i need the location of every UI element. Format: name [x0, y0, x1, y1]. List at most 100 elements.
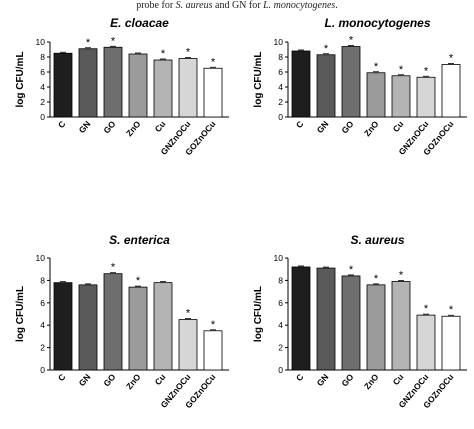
x-tick-label: GO [339, 119, 355, 136]
y-tick-label: 2 [278, 343, 283, 353]
significance-marker: * [374, 273, 379, 285]
y-tick-label: 2 [278, 97, 283, 107]
y-tick-label: 4 [278, 82, 283, 92]
bar [291, 266, 311, 371]
bar [178, 319, 198, 371]
y-tick-label: 8 [40, 52, 45, 62]
bar [53, 52, 73, 118]
x-tick-label: GO [339, 372, 355, 389]
x-tick-label: C [56, 372, 68, 383]
significance-marker: * [111, 35, 116, 47]
bar [341, 46, 361, 118]
x-tick-label: ZnO [124, 372, 143, 392]
x-tick-label: Cu [391, 372, 406, 387]
bar [203, 67, 223, 118]
caption-part: . [335, 0, 338, 11]
caption-organism: S. aureus [175, 0, 213, 11]
y-tick-label: 2 [40, 97, 45, 107]
significance-marker: * [161, 48, 166, 60]
caption-part: and GN for [212, 0, 264, 11]
x-tick-label: C [294, 372, 306, 383]
significance-marker: * [424, 303, 429, 315]
x-tick-label: GO [101, 372, 117, 389]
y-axis-label: log CFU/mL [15, 51, 26, 107]
significance-marker: * [186, 47, 191, 59]
significance-marker: * [324, 43, 329, 55]
y-tick-label: 6 [278, 67, 283, 77]
significance-marker: * [211, 56, 216, 68]
y-tick-label: 0 [40, 365, 45, 375]
significance-marker: * [449, 53, 454, 65]
bar [441, 315, 461, 371]
significance-marker: * [211, 319, 216, 331]
significance-marker: * [399, 64, 404, 76]
x-tick-label: ZnO [362, 119, 381, 139]
y-tick-label: 0 [278, 365, 283, 375]
y-tick-label: 0 [278, 112, 283, 122]
y-axis-label: log CFU/mL [15, 286, 26, 342]
bar [103, 46, 123, 118]
caption-part: probe for [136, 0, 176, 11]
y-tick-label: 10 [36, 37, 46, 47]
x-tick-label: Cu [391, 119, 406, 134]
bar [78, 48, 98, 118]
bar [103, 273, 123, 371]
chart-title: S. aureus [350, 233, 404, 247]
significance-marker: * [136, 275, 141, 287]
y-tick-label: 6 [40, 298, 45, 308]
bar [203, 330, 223, 371]
y-axis-label: log CFU/mL [253, 51, 264, 107]
y-tick-label: 2 [40, 343, 45, 353]
x-tick-label: Cu [153, 372, 168, 387]
x-tick-label: ZnO [362, 372, 381, 392]
bar [153, 59, 173, 118]
y-tick-label: 4 [40, 320, 45, 330]
significance-marker: * [86, 37, 91, 49]
bar [441, 64, 461, 118]
bar [391, 75, 411, 118]
y-tick-label: 8 [278, 52, 283, 62]
x-tick-label: C [294, 119, 306, 130]
y-tick-label: 4 [40, 82, 45, 92]
bar [316, 54, 336, 118]
x-tick-label: GN [315, 372, 331, 388]
y-tick-label: 4 [278, 320, 283, 330]
y-tick-label: 10 [274, 37, 284, 47]
bar [341, 275, 361, 371]
bar [78, 284, 98, 371]
significance-marker: * [349, 264, 354, 276]
significance-marker: * [374, 61, 379, 73]
chart-title: L. monocytogenes [324, 16, 430, 30]
bar [366, 72, 386, 118]
y-axis-label: log CFU/mL [253, 286, 264, 342]
bar [416, 76, 436, 118]
significance-marker: * [399, 270, 404, 282]
bar [316, 267, 336, 371]
bar [53, 282, 73, 371]
bar [366, 284, 386, 371]
y-tick-label: 6 [40, 67, 45, 77]
bar [153, 282, 173, 371]
chart-title: E. cloacae [110, 16, 169, 30]
y-tick-label: 0 [40, 112, 45, 122]
bar [178, 58, 198, 118]
y-tick-label: 8 [40, 275, 45, 285]
bar [291, 50, 311, 118]
x-tick-label: ZnO [124, 119, 143, 139]
significance-marker: * [111, 262, 116, 274]
bar [128, 286, 148, 371]
y-tick-label: 8 [278, 275, 283, 285]
bar [391, 281, 411, 371]
figure-caption: probe for S. aureus and GN for L. monocy… [0, 0, 474, 12]
significance-marker: * [449, 304, 454, 316]
x-tick-label: Cu [153, 119, 168, 134]
y-tick-label: 10 [36, 253, 46, 263]
y-tick-label: 10 [274, 253, 284, 263]
x-tick-label: GN [77, 372, 93, 388]
significance-marker: * [424, 65, 429, 77]
bar [416, 314, 436, 371]
y-tick-label: 6 [278, 298, 283, 308]
chart-title: S. enterica [109, 233, 170, 247]
x-tick-label: GO [101, 119, 117, 136]
